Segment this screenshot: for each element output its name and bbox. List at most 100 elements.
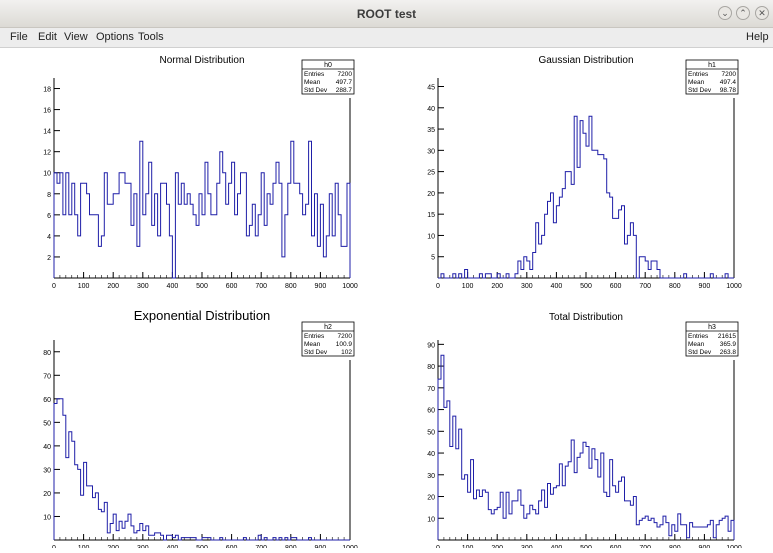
stats-value: 100.9 (336, 341, 353, 348)
y-tick-label: 50 (43, 420, 51, 427)
stats-label: Mean (304, 79, 321, 86)
y-tick-label: 30 (427, 473, 435, 480)
stats-value: 7200 (338, 71, 353, 78)
histogram-series-h3 (437, 354, 735, 540)
x-tick-label: 700 (255, 283, 267, 290)
menu-view[interactable]: View (64, 31, 88, 43)
x-tick-label: 400 (167, 283, 179, 290)
x-tick-label: 100 (462, 283, 474, 290)
chart-title: Normal Distribution (159, 55, 244, 66)
menu-tools[interactable]: Tools (138, 31, 164, 43)
stats-name: h2 (324, 324, 332, 331)
y-tick-label: 8 (47, 192, 51, 199)
stats-value: 102 (341, 349, 352, 356)
stats-value: 288.7 (336, 87, 353, 94)
menu-file[interactable]: File (10, 31, 28, 43)
y-tick-label: 10 (43, 514, 51, 521)
chart-title: Exponential Distribution (134, 308, 271, 323)
window-title: ROOT test (356, 7, 417, 21)
y-tick-label: 20 (427, 495, 435, 502)
y-tick-label: 70 (43, 373, 51, 380)
x-tick-label: 800 (669, 283, 681, 290)
stats-value: 7200 (338, 333, 353, 340)
chart-title: Total Distribution (549, 312, 623, 323)
x-tick-label: 300 (137, 283, 149, 290)
y-tick-label: 80 (427, 364, 435, 371)
y-tick-label: 15 (427, 212, 435, 219)
stats-label: Std Dev (688, 87, 712, 94)
y-tick-label: 4 (47, 234, 51, 241)
window-titlebar: ROOT test ⌄ ⌃ ✕ (0, 0, 773, 28)
y-tick-label: 16 (43, 108, 51, 115)
stats-box: h1 Entries 7200 Mean 497.4 Std Dev 98.78 (685, 59, 739, 95)
y-tick-label: 6 (47, 213, 51, 220)
stats-label: Entries (688, 333, 709, 340)
y-tick-label: 14 (43, 129, 51, 136)
y-tick-label: 45 (427, 85, 435, 92)
y-tick-label: 35 (427, 127, 435, 134)
histogram-series-h0 (53, 140, 351, 279)
chart-title: Gaussian Distribution (538, 55, 633, 66)
stats-label: Std Dev (304, 87, 328, 94)
stats-label: Mean (688, 341, 705, 348)
x-tick-label: 500 (580, 283, 592, 290)
x-tick-label: 800 (285, 283, 297, 290)
y-tick-label: 40 (427, 451, 435, 458)
histogram-pad-h2: Exponential Distribution0100200300400500… (43, 308, 358, 552)
menu-help[interactable]: Help (746, 31, 769, 43)
menu-options[interactable]: Options (96, 31, 134, 43)
menu-bar: File Edit View Options Tools Help (0, 28, 773, 48)
histogram-pad-h3: Total Distribution0100200300400500600700… (427, 312, 742, 552)
stats-value: 21615 (718, 333, 736, 340)
stats-label: Std Dev (688, 349, 712, 356)
stats-name: h1 (708, 62, 716, 69)
y-tick-label: 10 (43, 171, 51, 178)
stats-label: Std Dev (304, 349, 328, 356)
x-tick-label: 500 (196, 283, 208, 290)
x-tick-label: 0 (52, 283, 56, 290)
stats-box: h0 Entries 7200 Mean 497.7 Std Dev 288.7 (301, 59, 355, 95)
x-tick-label: 900 (699, 283, 711, 290)
menu-edit[interactable]: Edit (38, 31, 57, 43)
x-tick-label: 200 (107, 283, 119, 290)
y-tick-label: 40 (43, 444, 51, 451)
minimize-icon[interactable]: ⌄ (718, 6, 732, 20)
y-tick-label: 80 (43, 350, 51, 357)
x-tick-label: 200 (491, 283, 503, 290)
stats-label: Mean (688, 79, 705, 86)
x-tick-label: 1000 (726, 283, 742, 290)
y-tick-label: 25 (427, 170, 435, 177)
y-tick-label: 20 (427, 191, 435, 198)
close-icon[interactable]: ✕ (755, 6, 769, 20)
root-canvas[interactable]: Normal Distribution 0 100 200 300 400 500 600 70… (0, 48, 773, 552)
stats-box-frame (685, 321, 739, 357)
y-tick-label: 10 (427, 233, 435, 240)
y-tick-label: 50 (427, 429, 435, 436)
x-tick-label: 400 (551, 283, 563, 290)
stats-box-frame (685, 59, 739, 95)
y-tick-label: 90 (427, 342, 435, 349)
y-tick-label: 70 (427, 386, 435, 393)
stats-box: h3 Entries 21615 Mean 365.9 Std Dev 263.8 (685, 321, 739, 357)
histogram-series-h1 (438, 115, 734, 279)
y-tick-label: 60 (427, 408, 435, 415)
y-tick-label: 2 (47, 255, 51, 262)
x-tick-label: 1000 (342, 283, 358, 290)
y-tick-label: 30 (427, 148, 435, 155)
stats-name: h3 (708, 324, 716, 331)
stats-value: 497.4 (720, 79, 737, 86)
x-tick-label: 100 (78, 283, 90, 290)
y-tick-label: 5 (431, 255, 435, 262)
x-tick-label: 0 (436, 283, 440, 290)
histogram-pad-h0: Normal Distribution 0 100 200 300 400 500 600 70… (43, 55, 358, 290)
stats-label: Entries (304, 333, 325, 340)
histogram-series-h2 (53, 398, 350, 541)
maximize-icon[interactable]: ⌃ (736, 6, 750, 20)
x-tick-label: 300 (521, 283, 533, 290)
stats-box: h2 Entries 7200 Mean 100.9 Std Dev 102 (301, 321, 355, 357)
y-tick-label: 20 (43, 491, 51, 498)
stats-value: 7200 (722, 71, 737, 78)
x-tick-label: 700 (639, 283, 651, 290)
y-tick-label: 40 (427, 106, 435, 113)
